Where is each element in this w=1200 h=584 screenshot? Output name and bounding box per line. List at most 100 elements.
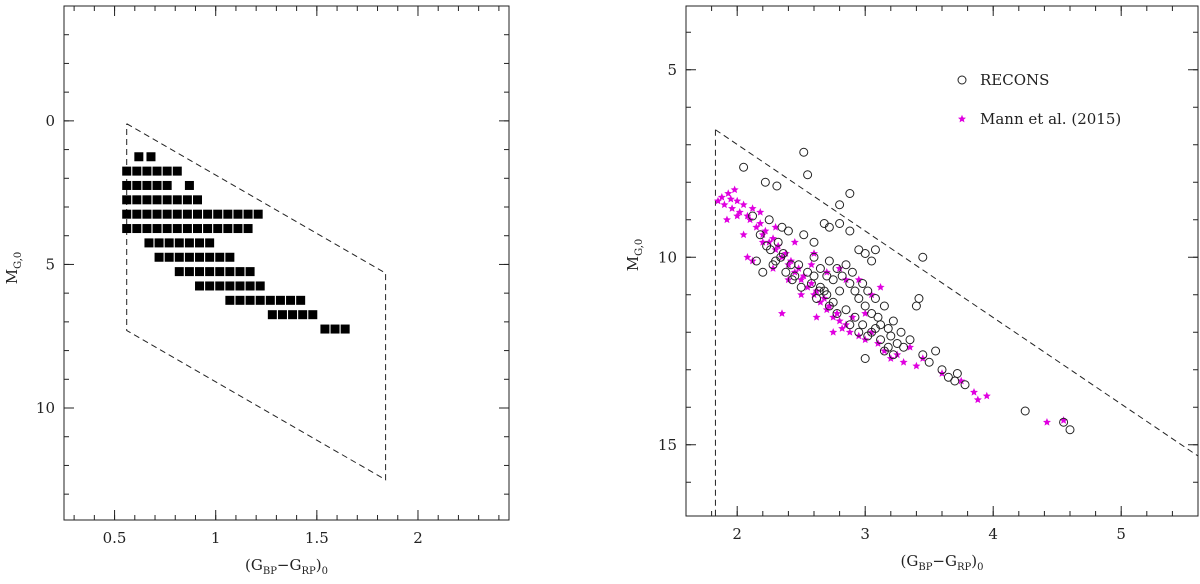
grid-square-point: [215, 252, 225, 262]
grid-square-point: [184, 238, 194, 248]
grid-square-point: [184, 252, 194, 262]
mann-star-point: [739, 230, 748, 239]
recons-circle-point: [873, 312, 883, 322]
mann-star-point: [825, 301, 834, 310]
mann-star-point: [838, 324, 847, 332]
grid-square-point: [132, 209, 142, 219]
x-axis-title-part: (G: [901, 552, 919, 570]
recons-circle-point: [781, 267, 791, 277]
recons-circle-point: [845, 189, 855, 198]
x-tick-label: 0.5: [103, 529, 127, 547]
legend-label-recons: RECONS: [980, 71, 1049, 89]
mann-star-point: [854, 331, 863, 340]
grid-square-point: [223, 224, 233, 234]
grid-square-point: [142, 195, 152, 205]
grid-square-point: [172, 195, 182, 205]
grid-square-point: [235, 295, 245, 305]
grid-square-point: [144, 238, 154, 248]
recons-circle-point: [883, 324, 893, 333]
legend-circle-marker: [957, 75, 967, 85]
grid-square-point: [195, 238, 205, 248]
grid-square-point: [213, 224, 223, 234]
grid-square-point: [174, 252, 184, 262]
mann-star-point: [829, 313, 838, 321]
recons-circle-point: [772, 181, 782, 191]
recons-circle-point: [809, 237, 819, 247]
grid-square-point: [132, 195, 142, 205]
selection-boundary-diagonal: [715, 129, 1199, 457]
mann-star-point: [848, 313, 857, 321]
x-tick-label: 1: [211, 529, 221, 547]
mann-star-point: [724, 189, 733, 197]
recons-circle-point: [764, 215, 774, 225]
grid-square-point: [243, 224, 253, 234]
recons-circle-point: [1059, 417, 1069, 427]
mann-star-point: [957, 376, 966, 385]
recons-circle-point: [896, 327, 906, 337]
mann-star-point: [739, 200, 748, 209]
grid-square-point: [142, 209, 152, 219]
grid-square-point: [193, 209, 202, 219]
x-tick-label: 1.5: [305, 529, 329, 547]
recons-circle-point: [783, 226, 793, 236]
recons-circle-point: [888, 316, 898, 326]
recons-circle-point: [824, 222, 834, 232]
grid-square-point: [164, 238, 174, 248]
x-tick-label: 2: [413, 529, 423, 547]
recons-circle-point: [860, 354, 870, 363]
grid-square-point: [195, 267, 205, 277]
mann-star-point: [803, 283, 812, 291]
recons-circle-point: [858, 320, 868, 330]
mann-star-point: [714, 196, 722, 205]
grid-square-point: [223, 209, 233, 219]
grid-square-point: [152, 224, 162, 234]
x-tick-label: 3: [860, 525, 870, 543]
grid-square-point: [233, 209, 243, 219]
mann-star-point: [816, 298, 825, 306]
y-tick-label: 10: [658, 248, 677, 266]
recons-circle-point: [888, 350, 898, 360]
grid-square-point: [203, 224, 213, 234]
mann-star-point: [797, 275, 806, 284]
grid-square-point: [195, 252, 205, 262]
right-panel: 2 3 4 5 5 10 15 (GBP−GRP)0 MG,0 RECONS Mann et al.…: [624, 5, 1199, 573]
x-axis-title-part: −G: [277, 556, 302, 574]
grid-square-point: [340, 324, 350, 334]
recons-circle-point: [832, 264, 842, 273]
recons-circle-point: [863, 331, 873, 341]
recons-circle-point: [824, 301, 834, 311]
plot-frame: [63, 5, 510, 521]
grid-square-point: [245, 267, 255, 277]
mann-star-point: [756, 208, 765, 216]
recons-circle-point: [952, 369, 962, 378]
mann-star-point: [812, 313, 821, 321]
grid-square-point: [142, 180, 152, 190]
grid-square-point: [184, 267, 194, 277]
recons-circle-point: [812, 294, 822, 303]
grid-square-point: [215, 281, 225, 291]
recons-circle-point: [815, 264, 825, 273]
grid-square-point: [225, 252, 235, 262]
mann-star-point: [758, 230, 767, 239]
y-axis-title: MG,0: [3, 252, 24, 285]
y-axis-title-sub: G,0: [13, 252, 24, 269]
legend-star-marker: [958, 114, 966, 123]
grid-square-point: [122, 180, 132, 190]
x-axis-title-part: RP: [957, 562, 972, 573]
grid-square-point: [275, 295, 285, 305]
mann-star-point: [794, 264, 803, 272]
grid-square-point: [213, 209, 223, 219]
grid-square-point: [267, 310, 277, 320]
mann-star-point: [743, 253, 752, 261]
mann-star-point: [867, 290, 876, 299]
y-axis-title-main: M: [3, 269, 21, 284]
grid-square-point: [174, 238, 184, 248]
recons-circle-point: [758, 267, 768, 277]
mann-star-point: [799, 271, 808, 280]
grid-square-point: [225, 281, 235, 291]
mann-star-point: [778, 309, 786, 317]
grid-square-point: [154, 238, 164, 248]
recons-circle-point: [841, 260, 851, 270]
x-tick-label: 2: [732, 525, 742, 543]
